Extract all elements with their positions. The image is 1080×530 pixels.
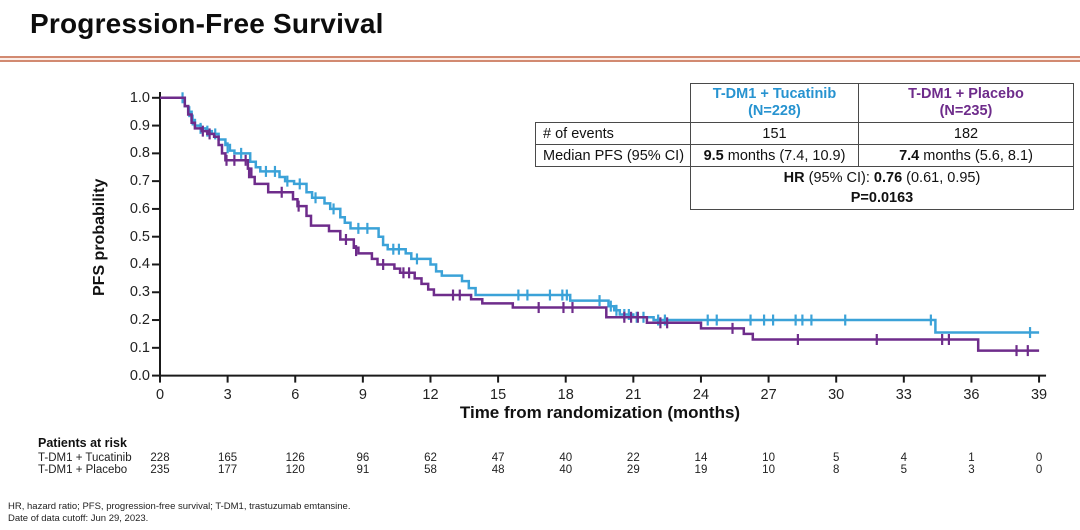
median-tucatinib: 9.5 months (7.4, 10.9) [690,144,859,167]
stats-header-placebo: T-DM1 + Placebo (N=235) [858,83,1074,123]
x-axis-label: Time from randomization (months) [459,403,741,422]
x-tick-label: 18 [557,387,574,403]
stats-header-tucatinib: T-DM1 + Tucatinib (N=228) [690,83,859,123]
arm-name-placebo: T-DM1 + Placebo [908,86,1024,102]
risk-count: 8 [832,464,840,476]
x-tick-label: 33 [895,387,912,403]
risk-count: 40 [559,464,573,476]
risk-count: 10 [762,464,775,476]
y-tick-label: 1.0 [129,89,150,106]
risk-count: 0 [1035,464,1043,476]
risk-count: 48 [491,464,505,476]
x-tick-label: 27 [760,387,777,403]
median-row-label: Median PFS (95% CI) [535,144,691,167]
arm-n-tucatinib: (N=228) [748,103,801,119]
risk-count: 1 [968,452,975,464]
arm-n-placebo: (N=235) [939,103,993,119]
risk-count: 47 [491,452,505,464]
risk-count: 228 [150,452,170,464]
stats-table: T-DM1 + Tucatinib (N=228) T-DM1 + Placeb… [535,83,1074,210]
y-tick-label: 0.3 [129,284,150,301]
median-placebo: 7.4 months (5.6, 8.1) [858,144,1074,167]
x-tick-label: 39 [1030,387,1048,403]
risk-count: 4 [900,452,908,464]
risk-count: 235 [150,464,170,476]
x-tick-label: 9 [358,387,367,403]
risk-count: 126 [285,452,305,464]
risk-count: 3 [968,464,975,476]
title-divider [0,56,1080,62]
risk-row-label: T-DM1 + Placebo [38,464,128,476]
x-tick-label: 12 [422,387,439,403]
risk-count: 0 [1035,452,1043,464]
hr-line: HR (95% CI): 0.76 (0.61, 0.95) [783,170,981,186]
x-tick-label: 36 [963,387,980,403]
footnote-cutoff: Date of data cutoff: Jun 29, 2023. [8,513,149,524]
risk-count: 91 [356,464,370,476]
y-tick-label: 0.0 [129,367,150,384]
risk-count: 96 [356,452,370,464]
survival-curves [160,92,1040,357]
p-value: P=0.0163 [850,190,914,206]
events-tucatinib: 151 [690,122,859,145]
risk-count: 58 [424,464,437,476]
risk-count: 120 [285,464,305,476]
arm-name-tucatinib: T-DM1 + Tucatinib [712,86,837,102]
patients-at-risk-heading: Patients at risk [38,436,127,450]
y-tick-label: 0.5 [129,228,150,245]
y-tick-label: 0.4 [129,256,150,273]
x-tick-label: 21 [625,387,642,403]
events-placebo: 182 [858,122,1074,145]
y-tick-label: 0.6 [129,200,150,217]
risk-count: 62 [424,452,437,464]
table-row: # of events 151 182 [535,122,1074,145]
y-tick-label: 0.8 [129,145,150,162]
footnote-abbreviations: HR, hazard ratio; PFS, progression-free … [8,501,351,512]
table-row: Median PFS (95% CI) 9.5 months (7.4, 10.… [535,144,1074,167]
risk-count: 19 [694,464,708,476]
risk-count: 40 [559,452,573,464]
x-tick-label: 15 [490,387,507,403]
y-tick-label: 0.1 [129,339,150,356]
events-row-label: # of events [535,122,691,145]
x-tick-label: 24 [692,387,710,403]
survival-curve-placebo [160,96,1040,352]
risk-count: 165 [218,452,238,464]
risk-count: 14 [694,452,708,464]
risk-count: 5 [900,464,908,476]
hr-cell: HR (95% CI): 0.76 (0.61, 0.95) P=0.0163 [690,166,1074,210]
risk-count: 177 [218,464,238,476]
page-title: Progression-Free Survival [30,8,384,39]
table-row: HR (95% CI): 0.76 (0.61, 0.95) P=0.0163 [536,166,1074,210]
risk-count: 10 [762,452,775,464]
stats-header-spacer [536,84,691,123]
x-tick-label: 0 [155,387,165,403]
y-axis-label: PFS probability [91,178,108,296]
x-tick-label: 3 [223,387,232,403]
risk-count: 29 [626,464,640,476]
risk-row-label: T-DM1 + Tucatinib [38,452,132,464]
x-tick-label: 6 [291,387,300,403]
y-tick-label: 0.9 [129,117,150,134]
risk-count: 5 [832,452,840,464]
x-tick-label: 30 [828,387,845,403]
plot-axes [152,92,1047,383]
stats-hr-spacer [536,167,691,210]
y-tick-label: 0.2 [129,312,150,329]
y-tick-label: 0.7 [129,173,150,190]
risk-count: 22 [626,452,640,464]
